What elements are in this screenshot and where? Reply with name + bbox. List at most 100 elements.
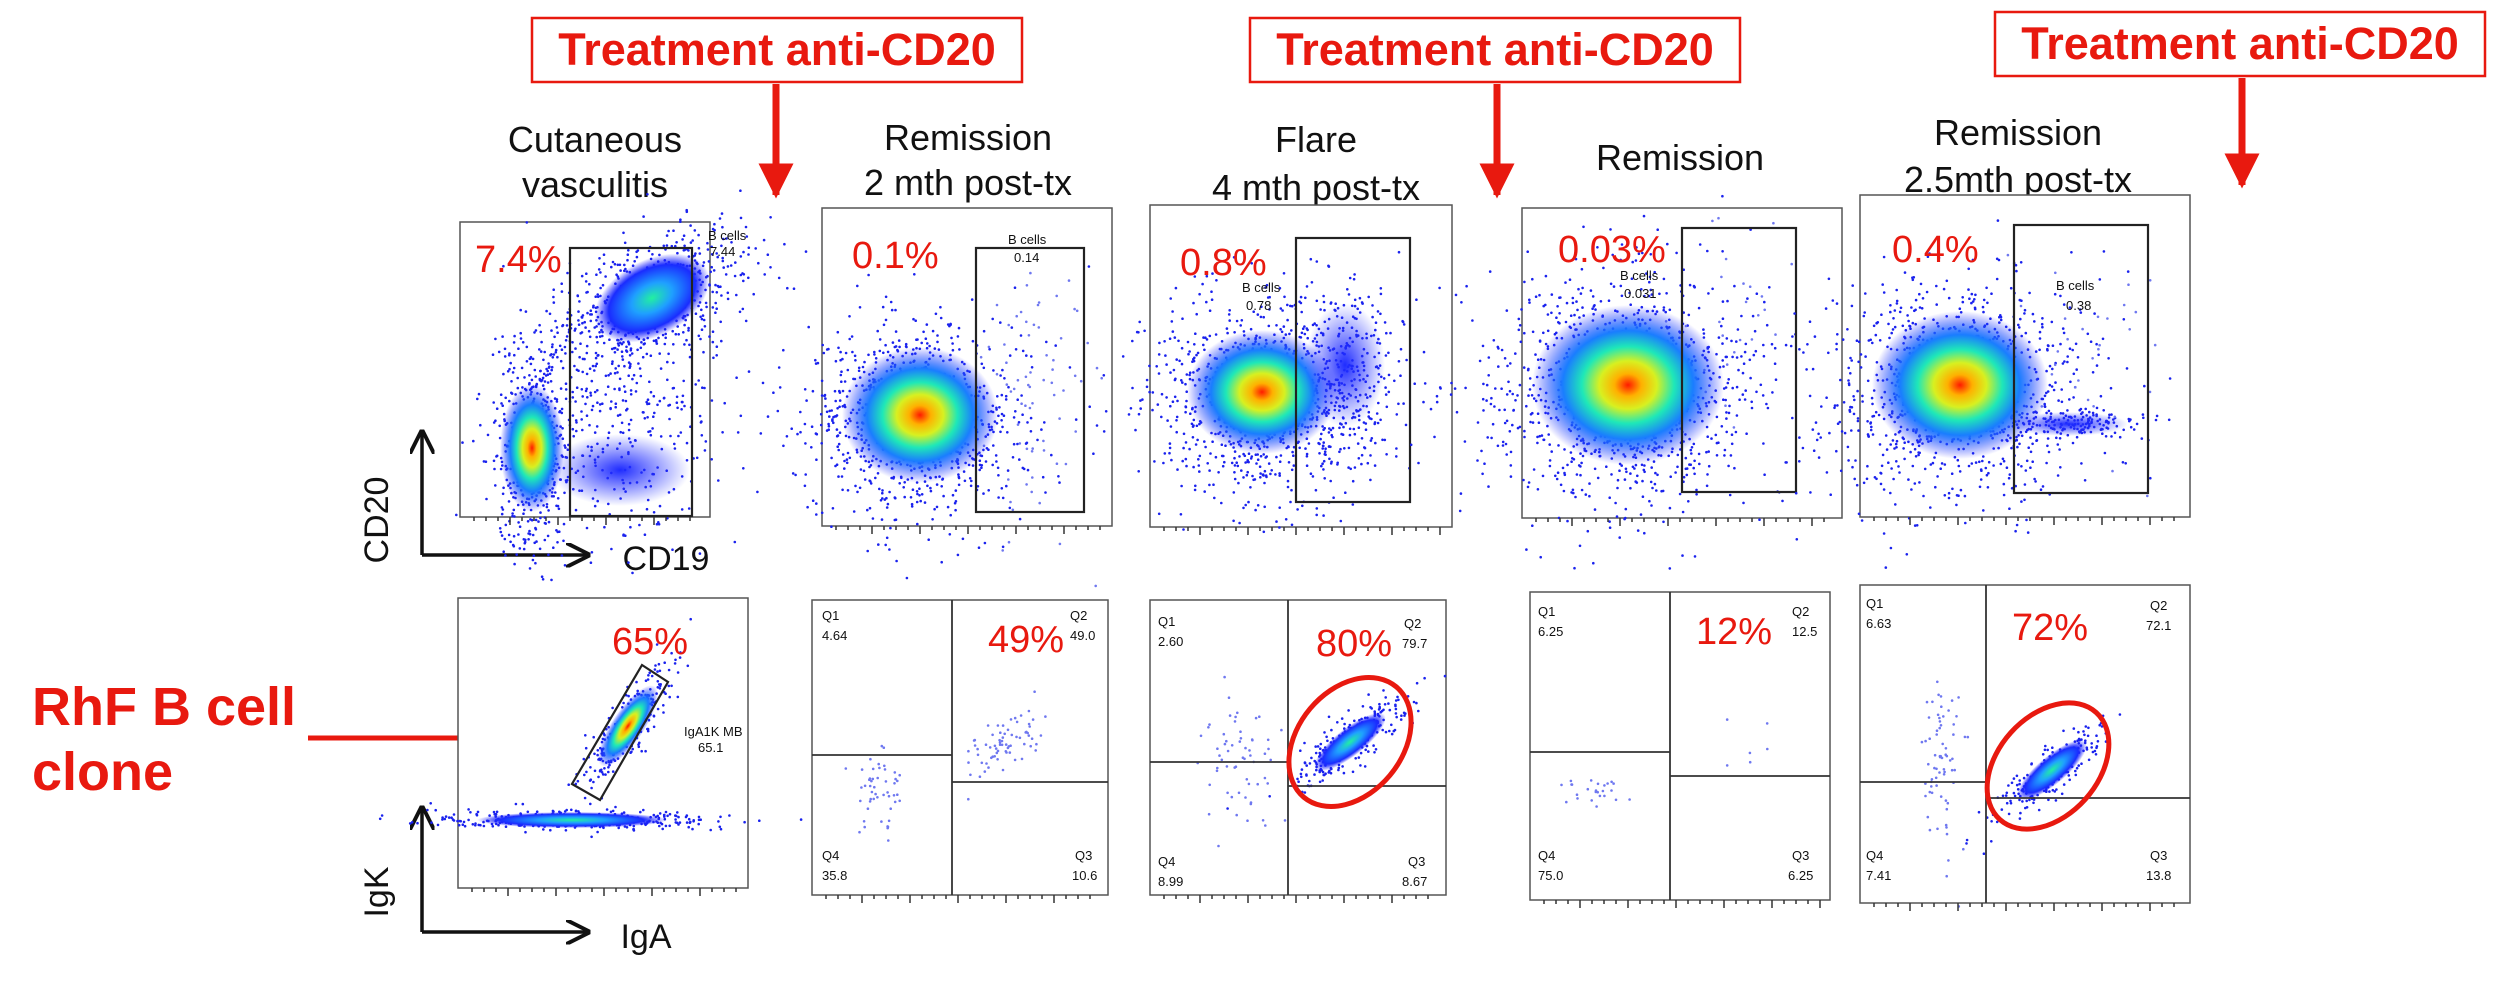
event-dot	[980, 466, 983, 470]
event-dot	[739, 189, 742, 192]
event-dot	[2068, 398, 2071, 401]
event-dot	[840, 475, 844, 478]
event-dot	[1175, 430, 1178, 434]
event-dot	[706, 248, 710, 251]
event-dot	[614, 402, 618, 406]
event-dot	[657, 336, 660, 340]
event-dot	[2028, 291, 2031, 295]
event-dot	[675, 395, 679, 399]
event-dot	[1267, 462, 1271, 465]
event-dot	[503, 537, 507, 541]
event-dot	[1369, 478, 1372, 482]
event-dot	[1740, 355, 1743, 358]
event-dot	[1278, 506, 1281, 510]
event-dot	[991, 463, 994, 467]
event-dot	[1650, 466, 1653, 469]
event-dot	[1282, 272, 1286, 275]
event-dot	[1158, 341, 1161, 345]
event-dot	[2005, 466, 2009, 470]
event-dot	[1197, 464, 1201, 467]
event-dot	[561, 366, 565, 370]
event-dot	[1742, 501, 1745, 505]
event-dot	[1591, 295, 1595, 298]
event-dot	[610, 547, 613, 551]
event-dot	[1629, 472, 1632, 475]
event-dot	[1038, 501, 1041, 505]
event-dot	[517, 521, 520, 524]
event-dot	[1318, 442, 1321, 446]
event-dot	[1233, 331, 1236, 334]
event-dot	[1450, 381, 1453, 385]
event-dot	[1453, 387, 1457, 390]
event-dot	[828, 415, 831, 418]
event-dot	[589, 394, 593, 397]
event-dot	[1987, 460, 1991, 464]
event-dot	[627, 422, 631, 426]
event-dot	[1653, 482, 1657, 486]
event-dot	[996, 466, 1000, 470]
stage-heading-2: Remission 2 mth post-tx	[864, 117, 1072, 203]
event-dot	[1021, 413, 1024, 417]
event-dot	[1641, 479, 1644, 483]
event-dot	[1697, 452, 1701, 456]
event-dot	[799, 430, 802, 434]
event-dot	[1259, 476, 1262, 479]
event-dot	[1798, 460, 1801, 463]
event-dot	[1000, 487, 1004, 490]
event-dot	[601, 283, 605, 287]
density-core	[594, 253, 710, 343]
event-dot	[1791, 416, 1794, 420]
event-dot	[1518, 324, 1522, 327]
event-dot	[1529, 420, 1532, 424]
event-dot	[666, 360, 669, 364]
event-dot	[1589, 289, 1593, 292]
event-dot	[1164, 354, 1167, 357]
event-dot	[604, 275, 607, 278]
event-dot	[820, 511, 824, 515]
event-dot	[1265, 455, 1268, 458]
event-dot	[1263, 505, 1266, 509]
event-dot	[1887, 461, 1890, 465]
event-dot	[637, 362, 640, 365]
event-dot	[1720, 324, 1723, 328]
event-dot	[1134, 428, 1137, 432]
event-dot	[719, 285, 722, 289]
event-dot	[1738, 398, 1741, 402]
event-dot	[1187, 352, 1190, 356]
event-dot	[881, 305, 885, 309]
event-dot	[1009, 500, 1012, 504]
event-dot	[1254, 508, 1257, 512]
event-dot	[563, 345, 567, 349]
event-dot	[1654, 471, 1657, 475]
event-dot	[648, 380, 651, 384]
event-dot	[1548, 459, 1552, 462]
event-dot	[1485, 399, 1488, 402]
event-dot	[897, 339, 901, 342]
stage-heading-line1: Cutaneous	[508, 119, 682, 160]
event-dot	[1170, 458, 1173, 462]
event-dot	[551, 390, 554, 393]
event-dot	[1615, 515, 1619, 518]
event-dot	[714, 301, 717, 305]
event-dot	[1339, 447, 1342, 451]
event-dot	[513, 353, 516, 357]
event-dot	[1031, 476, 1034, 479]
event-dot	[712, 269, 716, 272]
event-dot	[492, 459, 496, 463]
event-dot	[852, 510, 856, 513]
event-dot	[1554, 474, 1557, 478]
event-dot	[1025, 483, 1028, 486]
event-dot	[534, 561, 537, 565]
event-dot	[679, 220, 682, 223]
gate-value: 0.14	[1014, 250, 1039, 265]
event-dot	[1173, 378, 1177, 382]
event-dot	[1685, 473, 1689, 477]
event-dot	[1538, 293, 1541, 297]
gate-name: B cells	[708, 228, 747, 243]
event-dot	[1801, 446, 1805, 450]
event-dot	[814, 358, 817, 362]
event-dot	[585, 351, 589, 355]
event-dot	[726, 291, 730, 295]
event-dot	[501, 508, 505, 511]
event-dot	[1357, 426, 1361, 430]
